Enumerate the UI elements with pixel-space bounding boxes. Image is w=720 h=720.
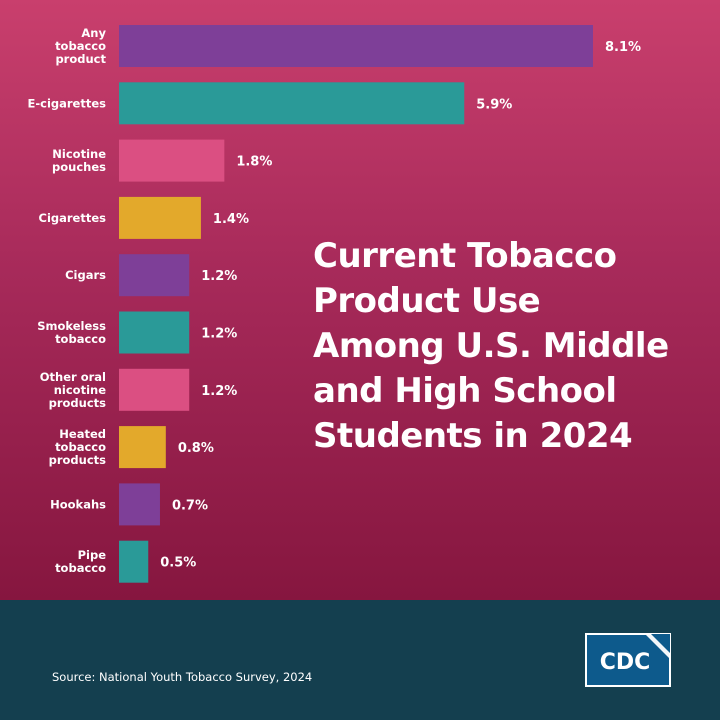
bar-chart: 8.1%Any tobacco product5.9%E-cigarettes1.8…: [28, 25, 641, 583]
bar: [119, 426, 166, 469]
bar: [119, 368, 190, 411]
title-line: Current Tobacco: [313, 236, 617, 276]
category-label-line: tobacco: [55, 440, 106, 454]
value-label: 8.1%: [605, 40, 641, 55]
logo-text: CDC: [600, 650, 651, 675]
category-label: Any tobacco product: [55, 26, 106, 66]
bar: [119, 139, 225, 182]
category-label: Pipe tobacco: [55, 548, 106, 575]
category-label: Cigars: [65, 268, 106, 282]
value-label: 1.2%: [201, 384, 237, 399]
category-label-line: tobacco: [55, 39, 106, 53]
category-label-line: products: [49, 453, 107, 467]
category-label: Hookahs: [50, 497, 106, 511]
category-label-line: Nicotine: [52, 147, 106, 161]
value-label: 1.2%: [201, 269, 237, 284]
category-label: Smokeless tobacco: [37, 319, 106, 346]
category-label: Heated tobacco products: [49, 427, 107, 467]
category-label-line: Pipe: [78, 548, 107, 562]
category-label-line: pouches: [52, 160, 106, 174]
source-note: Source: National Youth Tobacco Survey, 2…: [52, 670, 313, 684]
category-label: Other oral nicotine products: [40, 370, 106, 410]
footer: Source: National Youth Tobacco Survey, 2…: [0, 600, 720, 720]
category-label-line: Any: [81, 26, 106, 40]
bar: [119, 483, 160, 526]
category-label-line: tobacco: [55, 561, 106, 575]
title-line: Product Use: [313, 281, 541, 321]
category-label-line: Cigarettes: [39, 211, 107, 225]
bar: [119, 82, 465, 125]
category-label: E-cigarettes: [28, 96, 107, 110]
value-label: 1.4%: [213, 212, 249, 227]
bar: [119, 196, 201, 239]
value-label: 1.8%: [236, 155, 272, 170]
category-label-line: product: [55, 52, 106, 66]
title-line: Among U.S. Middle: [313, 326, 669, 366]
category-label-line: E-cigarettes: [28, 96, 107, 110]
title-line: and High School: [313, 371, 617, 411]
value-label: 5.9%: [476, 97, 512, 112]
value-label: 0.8%: [178, 441, 214, 456]
category-label: Cigarettes: [39, 211, 107, 225]
bar: [119, 254, 190, 297]
category-label-line: Other oral: [40, 370, 106, 384]
value-label: 0.7%: [172, 498, 208, 513]
category-label: Nicotine pouches: [52, 147, 106, 174]
category-label-line: tobacco: [55, 332, 106, 346]
title-line: Students in 2024: [313, 416, 633, 456]
bar: [119, 311, 190, 354]
bar: [119, 25, 593, 67]
category-label-line: nicotine: [54, 383, 106, 397]
bar: [119, 540, 149, 583]
category-label-line: Hookahs: [50, 497, 106, 511]
value-label: 1.2%: [201, 327, 237, 342]
category-label-line: products: [49, 396, 107, 410]
category-label-line: Smokeless: [37, 319, 106, 333]
value-label: 0.5%: [160, 556, 196, 571]
category-label-line: Cigars: [65, 268, 106, 282]
chart-title: Current Tobacco Product Use Among U.S. M…: [313, 234, 713, 459]
cdc-logo: CDC: [585, 633, 671, 687]
category-label-line: Heated: [59, 427, 106, 441]
